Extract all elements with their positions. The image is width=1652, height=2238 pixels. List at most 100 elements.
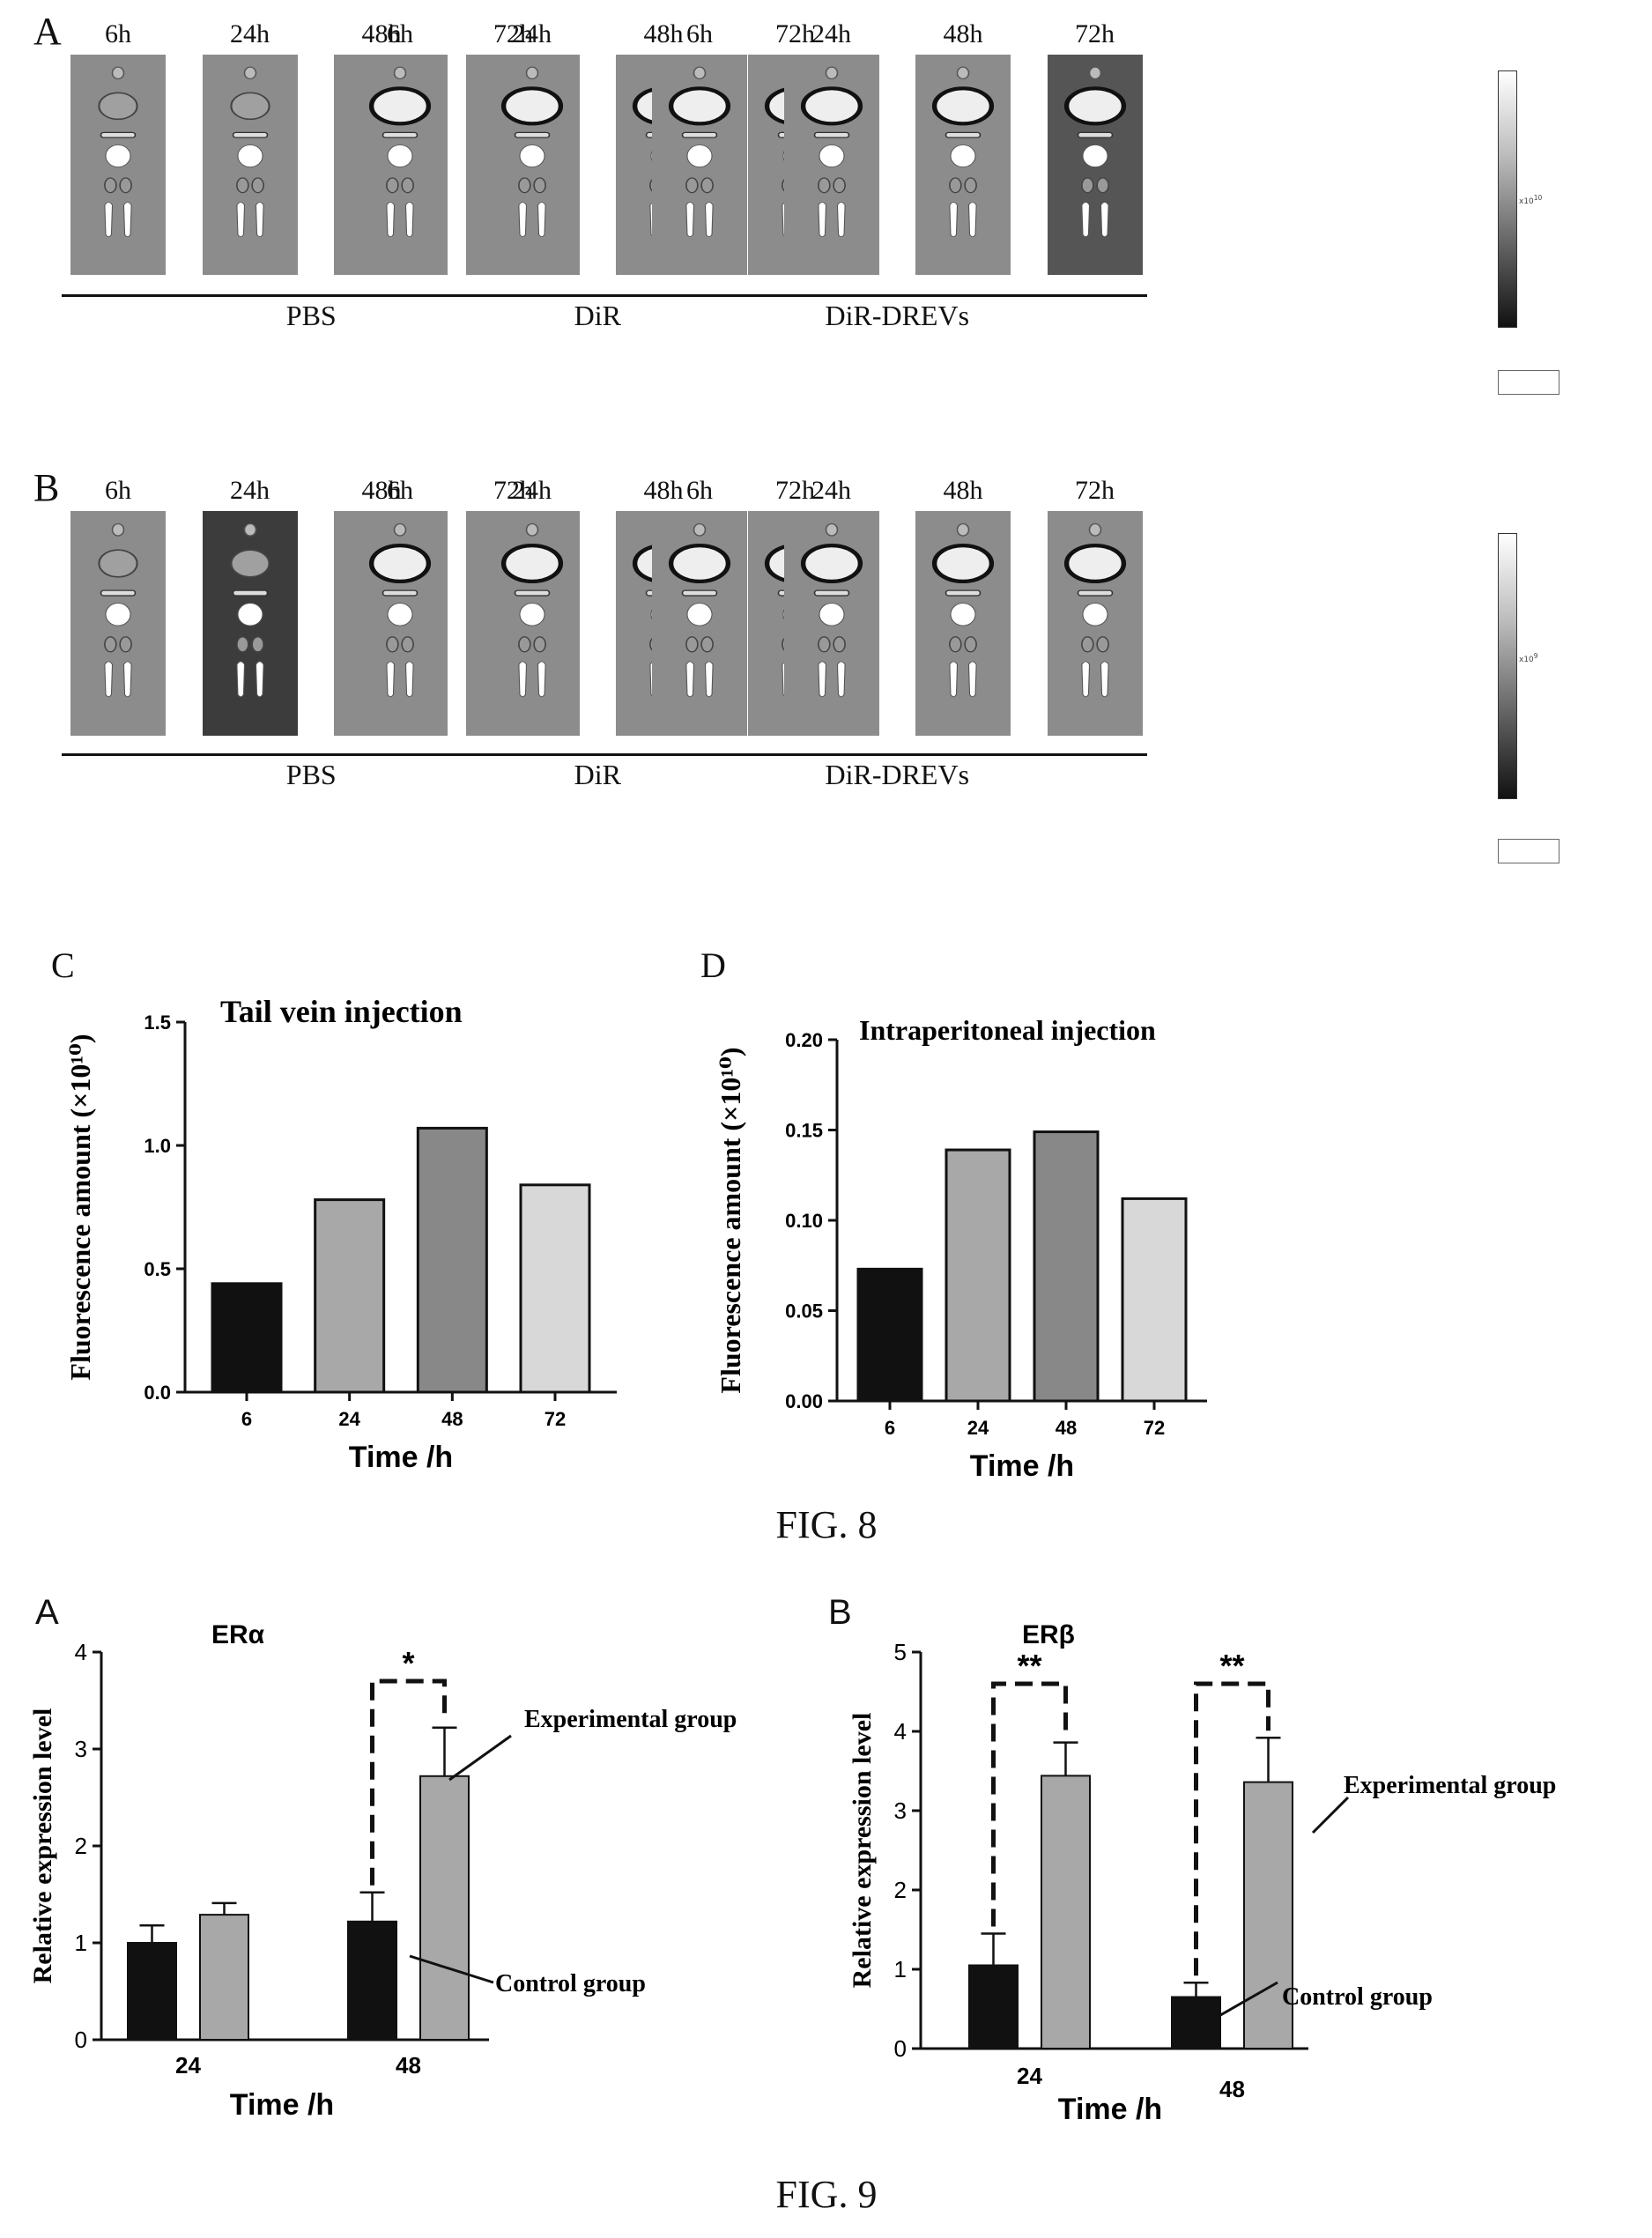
y-tick-label: 4 — [894, 1718, 907, 1745]
y-tick-label: 0.20 — [785, 1029, 823, 1051]
chart-d: Intraperitoneal injection 0.00 0.05 0.10 0.1… — [715, 1014, 1207, 1483]
chart-title: ERα — [211, 1620, 265, 1649]
time-label-6h: 6h — [387, 19, 413, 48]
time-label-48h: 48h — [943, 19, 983, 48]
y-tick-label: 1 — [894, 1956, 907, 1982]
panel-c-letter: C — [51, 945, 75, 985]
organ-image-dir-24h — [484, 511, 580, 736]
y-tick-label: 0.15 — [785, 1120, 823, 1142]
x-axis-label: Time /h — [970, 1449, 1074, 1483]
significance-bracket — [991, 1681, 1068, 1927]
group-underline — [348, 294, 848, 297]
y-tick-label: 2 — [894, 1877, 907, 1903]
organ-image-dir-24h — [484, 55, 580, 275]
organ-image-dir-6h — [352, 511, 448, 736]
organ-image-dir-drevs-24h — [783, 55, 879, 275]
group-label-dir: DiR — [574, 759, 621, 790]
organ-image-dir-drevs-6h — [652, 55, 747, 275]
time-label-6h: 6h — [686, 19, 713, 48]
group-label-dir-drevs: DiR-DREVs — [825, 300, 970, 331]
time-label-24h: 24h — [811, 476, 851, 505]
colorbar-a-exponent: x1010 — [1519, 194, 1543, 206]
chart-erb: ERβ 0 1 2 3 4 5 ** 24 ** 48 Relative expression lev… — [848, 1620, 1556, 2123]
time-label-48h: 48h — [643, 19, 684, 48]
group-underline — [348, 753, 848, 756]
x-tick-label: 48 — [1219, 2076, 1245, 2102]
x-tick-label: 48 — [1056, 1417, 1077, 1439]
time-label-72h: 72h — [1075, 19, 1115, 48]
colorbar-b-legend — [1498, 839, 1559, 863]
panel-d-letter: D — [700, 945, 726, 985]
colorbar-a-legend — [1498, 370, 1559, 395]
y-tick-label: 0.0 — [144, 1382, 171, 1404]
organ-image-pbs-6h — [70, 511, 166, 736]
chart-era: ERα 0 1 2 3 4 24 * 48 Relative expression level Ti… — [28, 1620, 737, 2122]
control-bar-48 — [1171, 1996, 1221, 2049]
y-axis-label: Relative expression level — [28, 1708, 57, 1984]
organ-image-pbs-24h — [202, 511, 298, 736]
y-axis-label: Relative expression level — [848, 1713, 877, 1989]
colorbar-a — [1498, 70, 1517, 328]
bar-24 — [314, 1198, 386, 1394]
time-label-6h: 6h — [105, 476, 131, 505]
experimental-bar-48 — [419, 1775, 470, 2042]
colorbar-b — [1498, 533, 1517, 799]
panel-b-letter: B — [33, 466, 60, 509]
chart-c: Tail vein injection 0.0 0.5 1.0 1.5 6 24 48 72 Fl… — [64, 994, 617, 1474]
y-tick-label: 3 — [894, 1797, 907, 1824]
control-callout-line — [1215, 1981, 1278, 2019]
x-axis-label: Time /h — [230, 2088, 334, 2122]
x-tick-label: 6 — [885, 1417, 895, 1439]
significance-marker: * — [402, 1645, 414, 1681]
group-label-dir-drevs: DiR-DREVs — [825, 759, 970, 790]
x-tick-label: 48 — [396, 2052, 421, 2079]
y-tick-label: 0 — [75, 2027, 87, 2053]
chart-title: ERβ — [1022, 1620, 1075, 1649]
x-tick-label: 48 — [441, 1408, 463, 1430]
y-tick-label: 4 — [75, 1639, 87, 1665]
y-tick-label: 3 — [75, 1736, 87, 1762]
time-label-48h: 48h — [643, 476, 684, 505]
time-label-24h: 24h — [811, 19, 851, 48]
organ-image-dir-6h — [352, 55, 448, 275]
x-tick-label: 6 — [241, 1408, 252, 1430]
significance-bracket — [370, 1678, 447, 1886]
organ-image-dir-drevs-6h — [652, 511, 747, 736]
experimental-group-label: Experimental group — [1344, 1772, 1556, 1799]
time-label-48h: 48h — [943, 476, 983, 505]
fig8-caption: FIG. 8 — [775, 1503, 878, 1546]
y-tick-label: 0.05 — [785, 1301, 823, 1323]
colorbar-b-exponent: x109 — [1519, 652, 1538, 664]
fig9-caption: FIG. 9 — [775, 2173, 878, 2216]
x-tick-label: 72 — [1144, 1417, 1165, 1439]
group-underline — [62, 294, 561, 297]
bar-6 — [856, 1267, 923, 1403]
x-tick-label: 24 — [175, 2052, 201, 2079]
organ-image-dir-drevs-72h — [1047, 511, 1143, 736]
time-label-24h: 24h — [512, 476, 552, 505]
organ-image-pbs-6h — [70, 55, 166, 275]
organ-image-dir-drevs-72h — [1047, 55, 1143, 275]
time-label-72h: 72h — [775, 19, 815, 48]
time-label-24h: 24h — [230, 19, 270, 48]
time-label-72h: 72h — [493, 19, 533, 48]
x-axis-label: Time /h — [349, 1441, 453, 1474]
y-tick-label: 0.5 — [144, 1258, 171, 1280]
group-underline — [648, 753, 1147, 756]
y-axis-label: Fluorescence amount (×10¹⁰) — [715, 1047, 746, 1393]
organ-image-dir-drevs-48h — [915, 55, 1011, 275]
time-label-6h: 6h — [686, 476, 713, 505]
bar-48 — [416, 1126, 488, 1394]
bar-24 — [945, 1148, 1011, 1403]
organ-image-dir-drevs-24h — [783, 511, 879, 736]
time-label-6h: 6h — [387, 476, 413, 505]
time-label-48h: 48h — [361, 476, 402, 505]
group-label-pbs: PBS — [285, 300, 337, 331]
x-tick-label: 24 — [1017, 2063, 1042, 2089]
control-bar-24 — [127, 1942, 177, 2041]
significance-bracket — [1194, 1681, 1270, 1976]
time-label-24h: 24h — [512, 19, 552, 48]
time-label-72h: 72h — [493, 476, 533, 505]
control-group-label: Control group — [1282, 1983, 1433, 2011]
y-tick-label: 1 — [75, 1930, 87, 1956]
